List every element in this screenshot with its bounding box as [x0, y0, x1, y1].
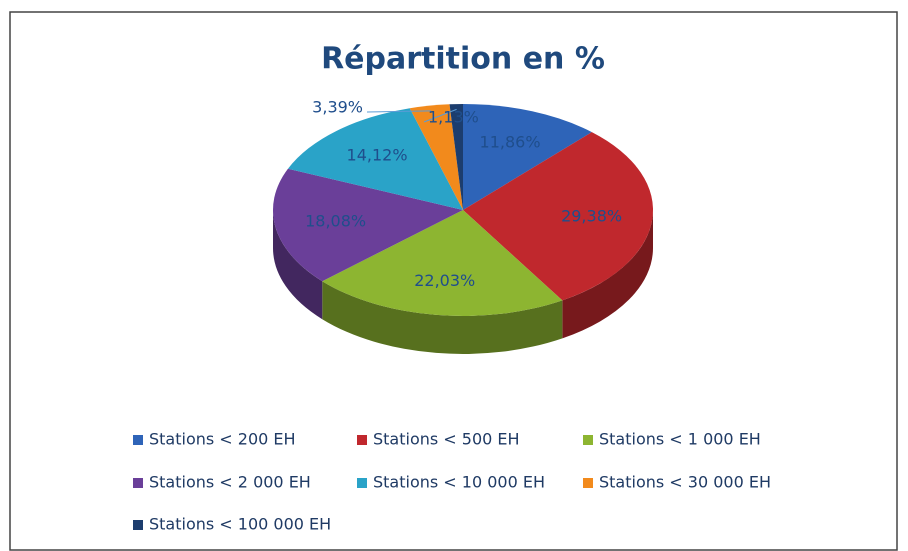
pie-top — [463, 132, 653, 301]
pie-slice — [273, 168, 463, 320]
pie-top — [273, 168, 463, 282]
legend-swatch — [583, 435, 593, 445]
legend-label: Stations < 100 000 EH — [149, 515, 331, 534]
pie-slice — [409, 104, 463, 210]
legend-swatch — [583, 478, 593, 488]
legend-swatch — [357, 478, 367, 488]
legend-label: Stations < 10 000 EH — [373, 473, 545, 492]
data-label: 1,13% — [428, 108, 479, 127]
legend-swatch — [133, 435, 143, 445]
pie-slice — [463, 104, 592, 210]
pie-side — [562, 210, 653, 339]
legend-label: Stations < 1 000 EH — [599, 430, 761, 449]
legend-label: Stations < 200 EH — [149, 430, 296, 449]
data-label: 11,86% — [480, 132, 541, 151]
pie-slice — [463, 132, 653, 339]
pie-side — [322, 281, 563, 354]
legend-label: Stations < 2 000 EH — [149, 473, 311, 492]
leader-line — [423, 108, 457, 123]
pie-top — [463, 104, 592, 210]
pie-top — [322, 210, 563, 316]
data-label: 29,38% — [561, 207, 622, 226]
legend-swatch — [133, 478, 143, 488]
data-label: 14,12% — [347, 146, 408, 165]
data-label: 3,39% — [312, 98, 363, 117]
leader-line — [366, 110, 432, 113]
pie-slice — [322, 210, 563, 354]
pie-slice — [449, 104, 463, 210]
data-label: 18,08% — [305, 212, 366, 231]
pie-side — [273, 210, 323, 320]
legend-swatch — [133, 520, 143, 530]
legend-label: Stations < 500 EH — [373, 430, 520, 449]
legend-label: Stations < 30 000 EH — [599, 473, 771, 492]
pie-slice — [287, 108, 463, 210]
data-label: 22,03% — [414, 271, 475, 290]
pie-top — [409, 104, 463, 210]
pie-top — [449, 104, 463, 210]
legend-swatch — [357, 435, 367, 445]
pie-top — [287, 108, 463, 210]
chart-title: Répartition en % — [321, 42, 605, 77]
